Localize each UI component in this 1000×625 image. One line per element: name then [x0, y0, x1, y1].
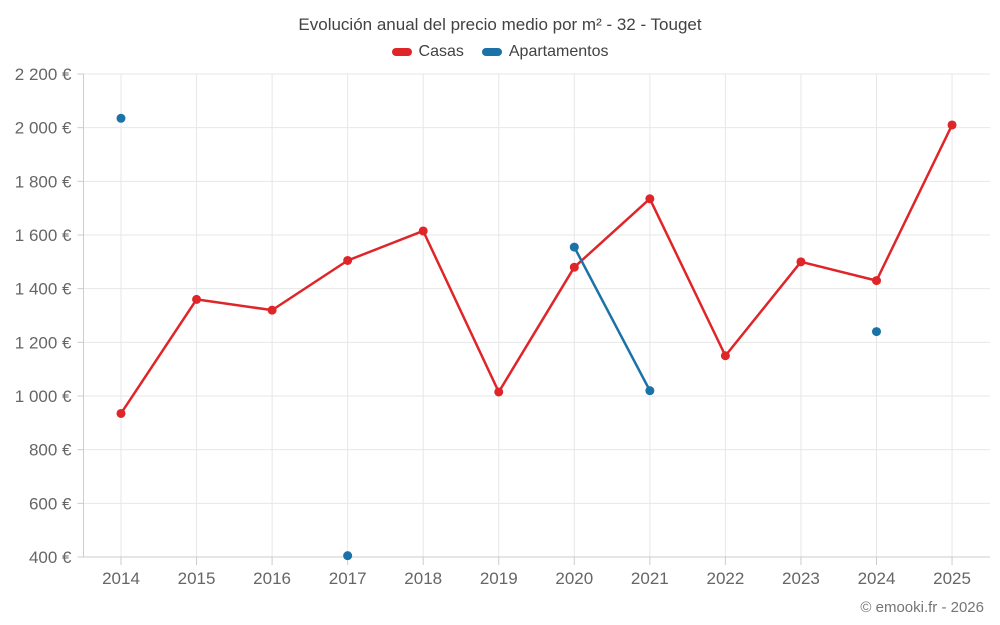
- copyright: © emooki.fr - 2026: [860, 599, 984, 616]
- legend-item-apartamentos[interactable]: Apartamentos: [481, 43, 609, 61]
- x-tick-label: 2023: [782, 569, 820, 588]
- casas-point[interactable]: [569, 262, 579, 272]
- casas-point[interactable]: [343, 255, 353, 265]
- x-tick-label: 2015: [178, 569, 216, 588]
- y-tick-label: 600 €: [29, 494, 72, 513]
- x-tick-label: 2024: [858, 569, 896, 588]
- apartamentos-point[interactable]: [343, 551, 353, 561]
- apartamentos-line-segment: [573, 245, 652, 392]
- y-tick-label: 1 600 €: [15, 226, 72, 245]
- casas-line-segment: [195, 298, 274, 312]
- x-tick-label: 2014: [102, 569, 140, 588]
- y-tick-label: 1 400 €: [15, 280, 72, 299]
- apartamentos-swatch-icon: [481, 48, 502, 56]
- casas-line-segment: [573, 197, 652, 269]
- casas-line-segment: [799, 260, 878, 282]
- casas-line-segment: [724, 260, 803, 357]
- apartamentos-point[interactable]: [645, 386, 655, 396]
- casas-point[interactable]: [116, 408, 126, 418]
- y-tick-label: 1 800 €: [15, 172, 72, 191]
- casas-line-segment: [875, 123, 954, 282]
- casas-point[interactable]: [720, 351, 730, 361]
- x-tick-label: 2025: [933, 569, 971, 588]
- casas-point[interactable]: [192, 294, 202, 304]
- legend-item-casas[interactable]: Casas: [391, 43, 464, 61]
- x-tick-label: 2016: [253, 569, 291, 588]
- x-tick-label: 2020: [555, 569, 593, 588]
- x-tick-label: 2022: [706, 569, 744, 588]
- y-tick-label: 2 000 €: [15, 119, 72, 138]
- chart-title: Evolución anual del precio medio por m² …: [298, 15, 702, 34]
- chart-legend: Casas Apartamentos: [0, 43, 1000, 61]
- x-tick-label: 2021: [631, 569, 669, 588]
- legend-label-apartamentos: Apartamentos: [508, 43, 609, 60]
- y-tick-label: 400 €: [29, 548, 72, 567]
- casas-point[interactable]: [267, 305, 277, 315]
- y-tick-label: 1 000 €: [15, 387, 72, 406]
- casas-point[interactable]: [872, 276, 881, 286]
- casas-point[interactable]: [947, 120, 957, 130]
- x-tick-label: 2019: [480, 569, 518, 588]
- casas-point[interactable]: [796, 257, 806, 267]
- y-tick-label: 2 200 €: [15, 65, 72, 84]
- casas-point[interactable]: [645, 194, 655, 204]
- casas-swatch-icon: [391, 48, 412, 56]
- casas-line-segment: [497, 265, 576, 394]
- casas-line-segment: [270, 259, 349, 312]
- casas-line-segment: [421, 229, 500, 394]
- x-tick-label: 2017: [329, 569, 367, 588]
- apartamentos-point[interactable]: [569, 242, 579, 252]
- legend-label-casas: Casas: [418, 43, 464, 60]
- casas-point[interactable]: [494, 387, 504, 397]
- casas-line-segment: [346, 229, 425, 262]
- y-tick-label: 800 €: [29, 441, 72, 460]
- x-tick-label: 2018: [404, 569, 442, 588]
- y-tick-label: 1 200 €: [15, 333, 72, 352]
- casas-line-segment: [648, 197, 727, 357]
- casas-point[interactable]: [418, 226, 428, 236]
- apartamentos-point[interactable]: [872, 327, 881, 337]
- apartamentos-point[interactable]: [116, 113, 126, 123]
- casas-line-segment: [119, 298, 198, 415]
